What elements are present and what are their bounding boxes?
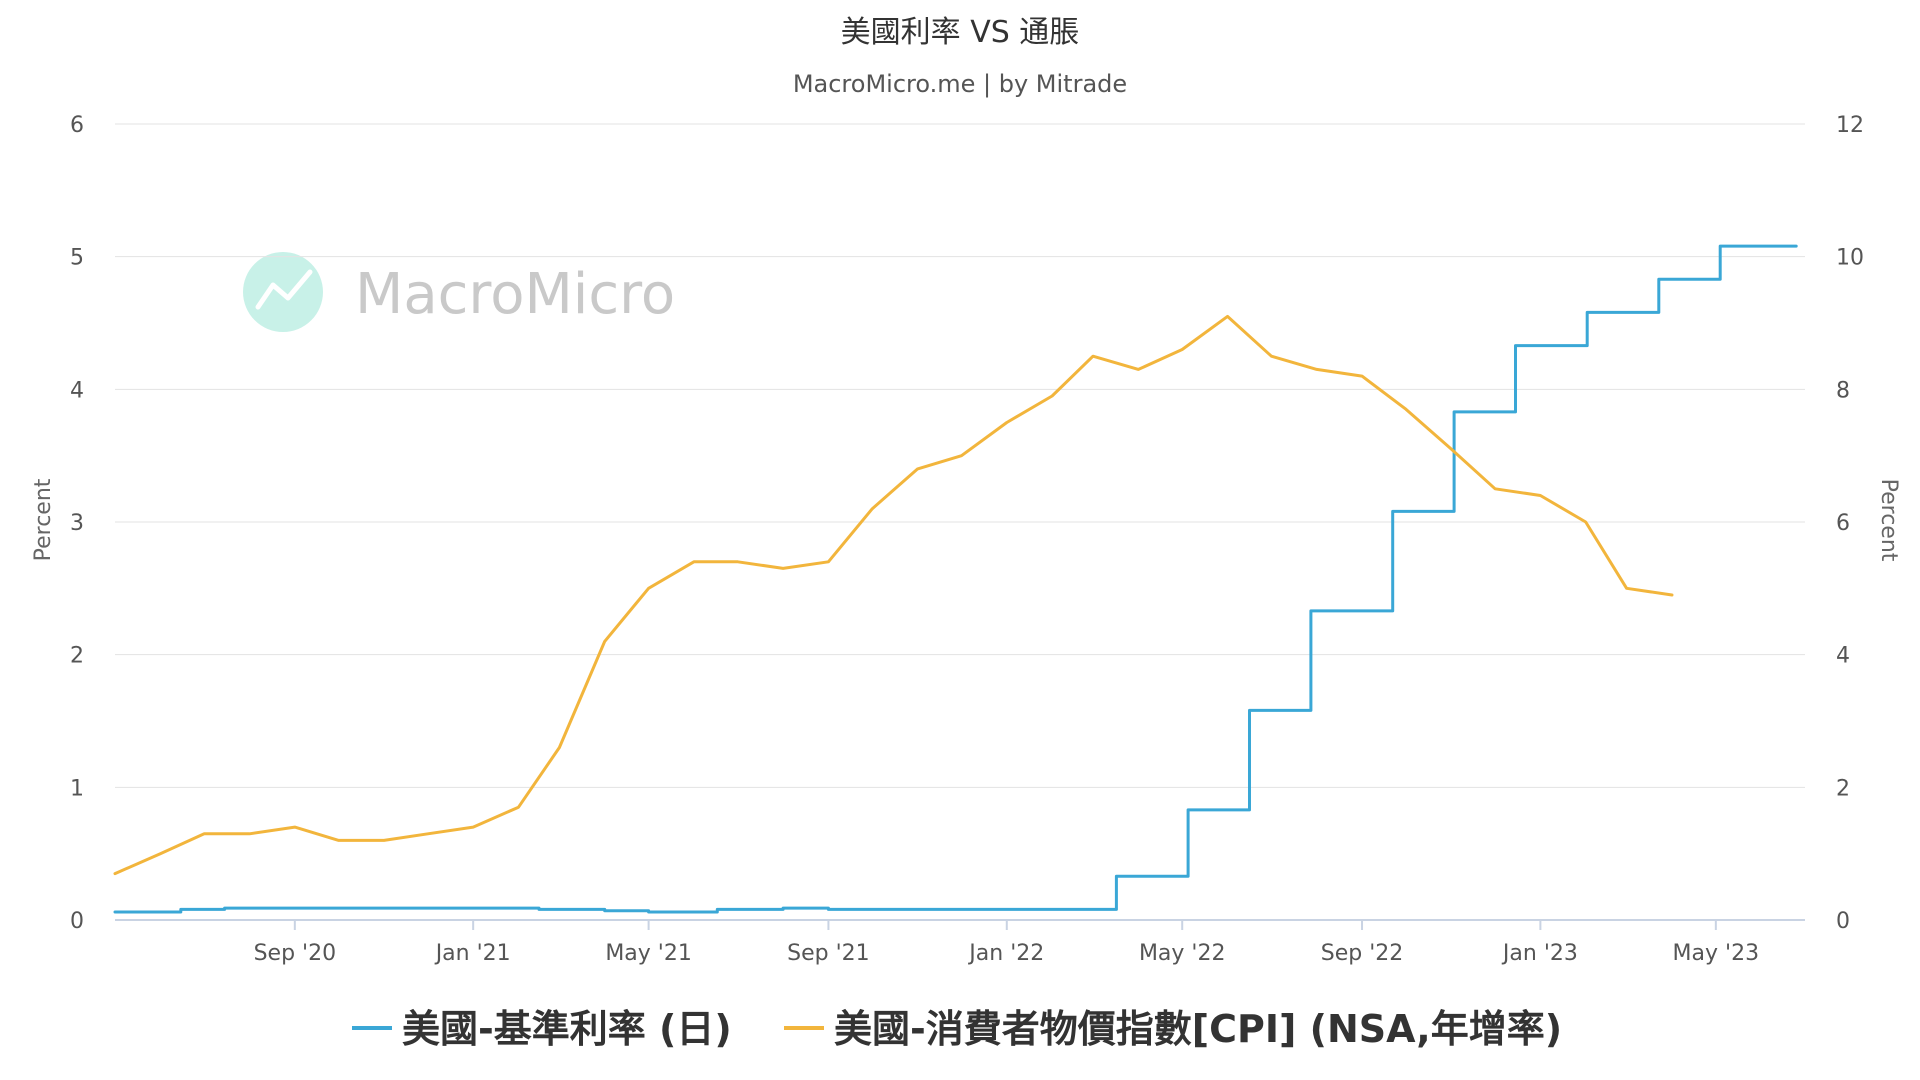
series-line-cpi[interactable] xyxy=(113,314,1674,876)
x-tick-label: May '22 xyxy=(1139,941,1226,966)
y-right-tick-label: 12 xyxy=(1836,113,1864,138)
watermark: MacroMicro xyxy=(243,252,675,332)
y-left-tick-label: 6 xyxy=(70,113,84,138)
y-left-tick-label: 4 xyxy=(70,378,84,403)
x-axis: Sep '20 Jan '21 May '21 Sep '21 Jan '22 May '… xyxy=(115,919,1805,966)
watermark-text: MacroMicro xyxy=(355,262,675,327)
y-right-tick-label: 8 xyxy=(1836,378,1850,403)
x-tick-label: May '23 xyxy=(1673,941,1760,966)
series-layer xyxy=(113,244,1798,914)
y-axis-right: 0 2 4 6 8 10 12 xyxy=(1836,113,1864,934)
y-right-tick-label: 0 xyxy=(1836,909,1850,934)
x-tick-label: Jan '21 xyxy=(434,941,511,966)
x-tick-label: May '21 xyxy=(605,941,692,966)
y-right-tick-label: 2 xyxy=(1836,776,1850,801)
grid-lines xyxy=(115,123,1805,788)
y-left-tick-label: 0 xyxy=(70,909,84,934)
legend-item-rate[interactable]: 美國-基準利率 (日) xyxy=(352,1007,732,1051)
y-right-tick-label: 6 xyxy=(1836,511,1850,536)
x-tick-label: Jan '23 xyxy=(1501,941,1578,966)
y-left-tick-label: 2 xyxy=(70,644,84,669)
legend: 美國-基準利率 (日) 美國-消費者物價指數[CPI] (NSA,年增率) xyxy=(352,1007,1562,1051)
y-axis-right-title: Percent xyxy=(1876,479,1901,562)
y-left-tick-label: 3 xyxy=(70,511,84,536)
y-axis-left-title: Percent xyxy=(31,478,56,561)
legend-label-rate: 美國-基準利率 (日) xyxy=(402,1007,732,1051)
x-tick-label: Sep '20 xyxy=(254,941,337,966)
chart-title: 美國利率 VS 通脹 xyxy=(841,15,1080,50)
y-right-tick-label: 10 xyxy=(1836,246,1864,271)
legend-label-cpi: 美國-消費者物價指數[CPI] (NSA,年增率) xyxy=(834,1007,1562,1051)
watermark-logo-line-icon xyxy=(255,269,313,310)
y-left-tick-label: 5 xyxy=(70,246,84,271)
series-line-rate[interactable] xyxy=(113,244,1798,914)
x-tick-label: Jan '22 xyxy=(967,941,1044,966)
y-right-tick-label: 4 xyxy=(1836,644,1850,669)
chart-subtitle: MacroMicro.me | by Mitrade xyxy=(793,70,1127,98)
x-tick-label: Sep '21 xyxy=(787,941,870,966)
legend-item-cpi[interactable]: 美國-消費者物價指數[CPI] (NSA,年增率) xyxy=(784,1007,1562,1051)
y-axis-left: 0 1 2 3 4 5 6 xyxy=(70,113,84,934)
x-tick-label: Sep '22 xyxy=(1321,941,1404,966)
y-left-tick-label: 1 xyxy=(70,776,84,801)
